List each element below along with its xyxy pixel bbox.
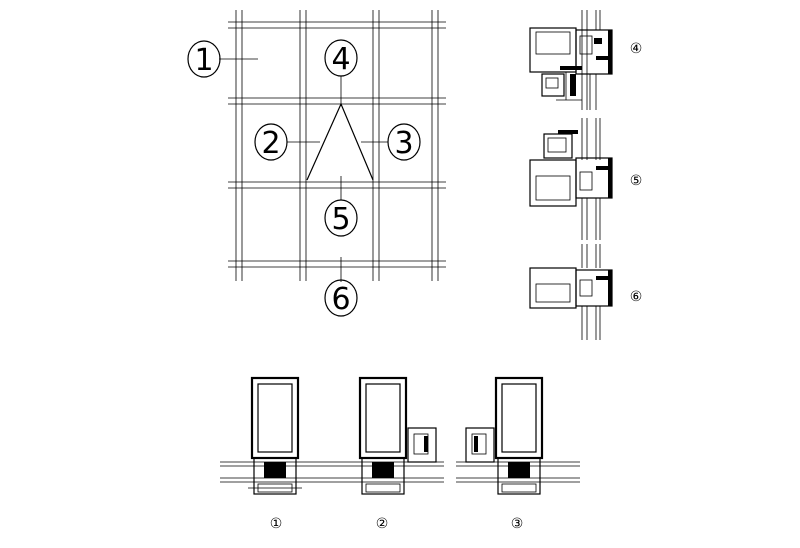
callout-6-label: 6 [331, 282, 350, 317]
section-5-label: ⑤ [630, 173, 643, 189]
vertical-section-6: ⑥ [529, 244, 643, 340]
section-3-label: ③ [511, 516, 524, 532]
vertical-section-4: ④ [529, 10, 643, 110]
callout-4: 4 [324, 39, 358, 77]
section-6-label: ⑥ [630, 289, 643, 305]
callout-6: 6 [324, 279, 358, 317]
callout-2-label: 2 [261, 126, 280, 161]
elevation-grid [219, 10, 446, 282]
section-4-label: ④ [630, 41, 643, 57]
horizontal-section-1: ① [220, 376, 330, 532]
section-1-label: ① [270, 516, 283, 532]
callout-1: 1 [187, 40, 221, 78]
callout-3-label: 3 [394, 126, 413, 161]
callout-1-label: 1 [194, 43, 213, 78]
callout-5-label: 5 [331, 202, 350, 237]
horizontal-section-2: ② [330, 376, 444, 532]
vertical-section-5: ⑤ [529, 118, 643, 240]
horizontal-section-3: ③ [456, 376, 580, 532]
callout-5: 5 [324, 199, 358, 237]
callout-2: 2 [254, 123, 288, 161]
section-2-label: ② [376, 516, 389, 532]
callout-3: 3 [387, 123, 421, 161]
callout-4-label: 4 [331, 42, 350, 77]
